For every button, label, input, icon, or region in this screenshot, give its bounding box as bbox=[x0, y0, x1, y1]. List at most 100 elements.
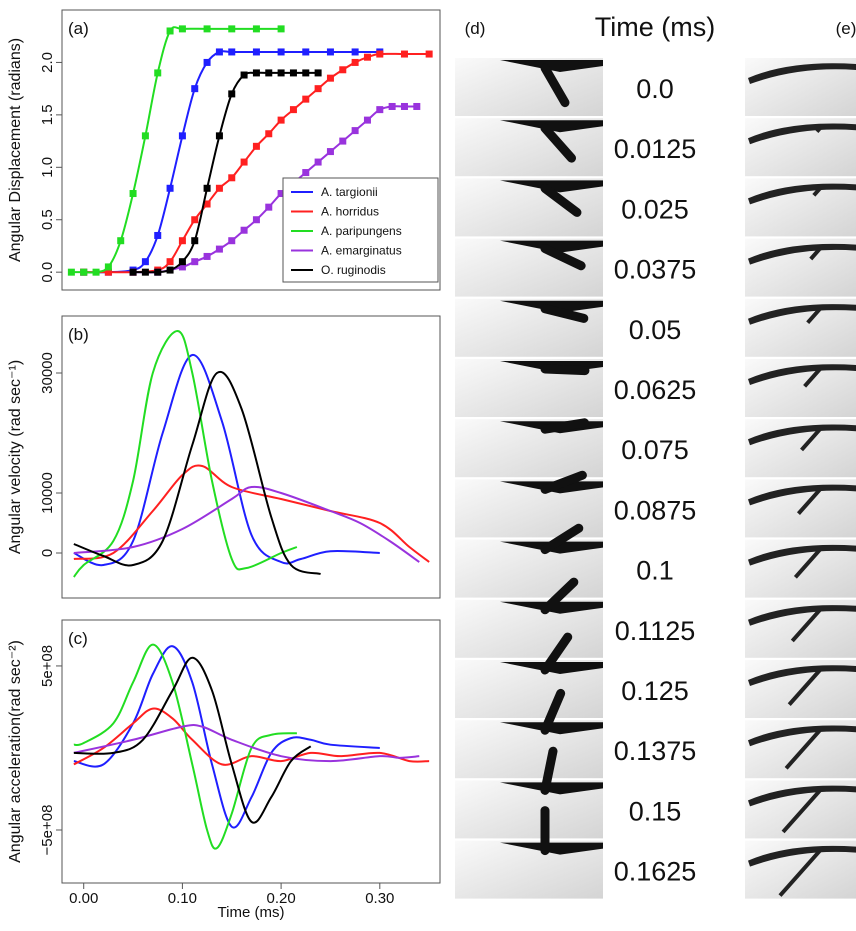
photo-mandible bbox=[500, 180, 603, 193]
data-point bbox=[289, 106, 297, 114]
data-point bbox=[203, 25, 211, 33]
data-point bbox=[363, 53, 371, 61]
photo-mandible bbox=[500, 722, 603, 735]
data-point bbox=[191, 237, 199, 245]
data-point bbox=[252, 69, 260, 77]
data-point bbox=[191, 85, 199, 93]
data-point bbox=[302, 69, 310, 77]
data-point bbox=[228, 237, 236, 245]
data-point bbox=[265, 69, 273, 77]
data-point bbox=[240, 226, 248, 234]
data-point bbox=[215, 184, 223, 192]
x-tick-label: 0.10 bbox=[168, 890, 197, 907]
data-point bbox=[191, 216, 199, 224]
data-point bbox=[203, 58, 211, 66]
data-point bbox=[376, 50, 384, 58]
photo-mandible bbox=[748, 63, 856, 84]
photo-trap bbox=[809, 247, 822, 261]
photo-trap bbox=[540, 123, 577, 163]
data-point bbox=[314, 158, 322, 166]
data-point bbox=[425, 50, 433, 58]
series-line bbox=[73, 464, 430, 563]
time-label: 0.075 bbox=[621, 435, 689, 465]
photo-trap bbox=[540, 418, 589, 434]
data-point bbox=[154, 268, 162, 276]
y-tick-label: 1.0 bbox=[39, 157, 56, 178]
photo-mandible bbox=[500, 120, 603, 133]
data-point bbox=[265, 203, 273, 211]
data-point bbox=[376, 106, 384, 114]
series-line bbox=[73, 485, 420, 563]
legend-label: A. horridus bbox=[321, 205, 379, 219]
x-tick-label: 0.20 bbox=[267, 890, 296, 907]
x-tick-label: 0.00 bbox=[69, 890, 98, 907]
photo-mandible bbox=[748, 845, 856, 867]
time-label: 0.0625 bbox=[614, 375, 697, 405]
photo-trap bbox=[812, 187, 822, 197]
y-axis-label: Angular acceleration(rad sec⁻²) bbox=[7, 640, 24, 863]
data-point bbox=[166, 266, 174, 274]
data-point bbox=[141, 268, 149, 276]
y-axis-label: Angular Displacement (radians) bbox=[7, 38, 24, 262]
time-label: 0.0875 bbox=[614, 495, 697, 525]
data-point bbox=[178, 237, 186, 245]
data-point bbox=[240, 71, 248, 79]
data-point bbox=[314, 85, 322, 93]
time-label: 0.1125 bbox=[615, 616, 696, 646]
photo-trap bbox=[540, 183, 582, 217]
photo-trap bbox=[787, 668, 822, 706]
data-point bbox=[67, 268, 75, 276]
time-label: 0.125 bbox=[621, 676, 689, 706]
x-axis-label: Time (ms) bbox=[218, 904, 285, 921]
y-tick-label: 30000 bbox=[39, 352, 56, 394]
photo-trap bbox=[803, 367, 822, 388]
photo-trap bbox=[540, 523, 584, 555]
series-line bbox=[73, 724, 420, 763]
series-line bbox=[73, 370, 321, 575]
data-point bbox=[203, 200, 211, 208]
data-point bbox=[302, 169, 310, 177]
y-tick-label: 0.0 bbox=[39, 262, 56, 283]
time-label: 0.1375 bbox=[614, 736, 697, 766]
data-point bbox=[104, 263, 112, 271]
data-point bbox=[400, 102, 408, 110]
data-point bbox=[129, 268, 137, 276]
photo-trap bbox=[540, 244, 586, 271]
photo-trap bbox=[540, 688, 566, 735]
data-point bbox=[326, 74, 334, 82]
time-label: 0.025 bbox=[621, 194, 689, 224]
data-point bbox=[228, 174, 236, 182]
data-point bbox=[302, 48, 310, 56]
data-point bbox=[203, 184, 211, 192]
data-point bbox=[265, 130, 273, 138]
data-point bbox=[178, 132, 186, 140]
photo-mandible bbox=[748, 484, 856, 506]
legend-label: A. emarginatus bbox=[321, 244, 402, 258]
photo-trap bbox=[790, 608, 822, 643]
data-point bbox=[413, 102, 421, 110]
data-point bbox=[351, 127, 359, 135]
data-point bbox=[252, 216, 260, 224]
data-point bbox=[154, 231, 162, 239]
series-line bbox=[73, 645, 380, 829]
data-point bbox=[314, 69, 322, 77]
y-tick-label: 2.0 bbox=[39, 52, 56, 73]
data-point bbox=[104, 268, 112, 276]
data-point bbox=[215, 48, 223, 56]
legend-label: O. ruginodis bbox=[321, 263, 386, 277]
photo-trap bbox=[806, 307, 822, 324]
y-tick-label: 1.5 bbox=[39, 104, 56, 125]
data-point bbox=[203, 252, 211, 260]
data-point bbox=[252, 142, 260, 150]
data-point bbox=[92, 268, 100, 276]
data-point bbox=[351, 48, 359, 56]
data-point bbox=[166, 184, 174, 192]
plot-frame bbox=[61, 619, 441, 884]
photo-trap bbox=[540, 577, 579, 615]
time-label: 0.0125 bbox=[614, 134, 697, 164]
plot-frame bbox=[61, 9, 441, 291]
y-tick-label: 5e+08 bbox=[39, 645, 56, 687]
photo-trap bbox=[784, 728, 822, 770]
photo-mandible bbox=[500, 842, 603, 855]
